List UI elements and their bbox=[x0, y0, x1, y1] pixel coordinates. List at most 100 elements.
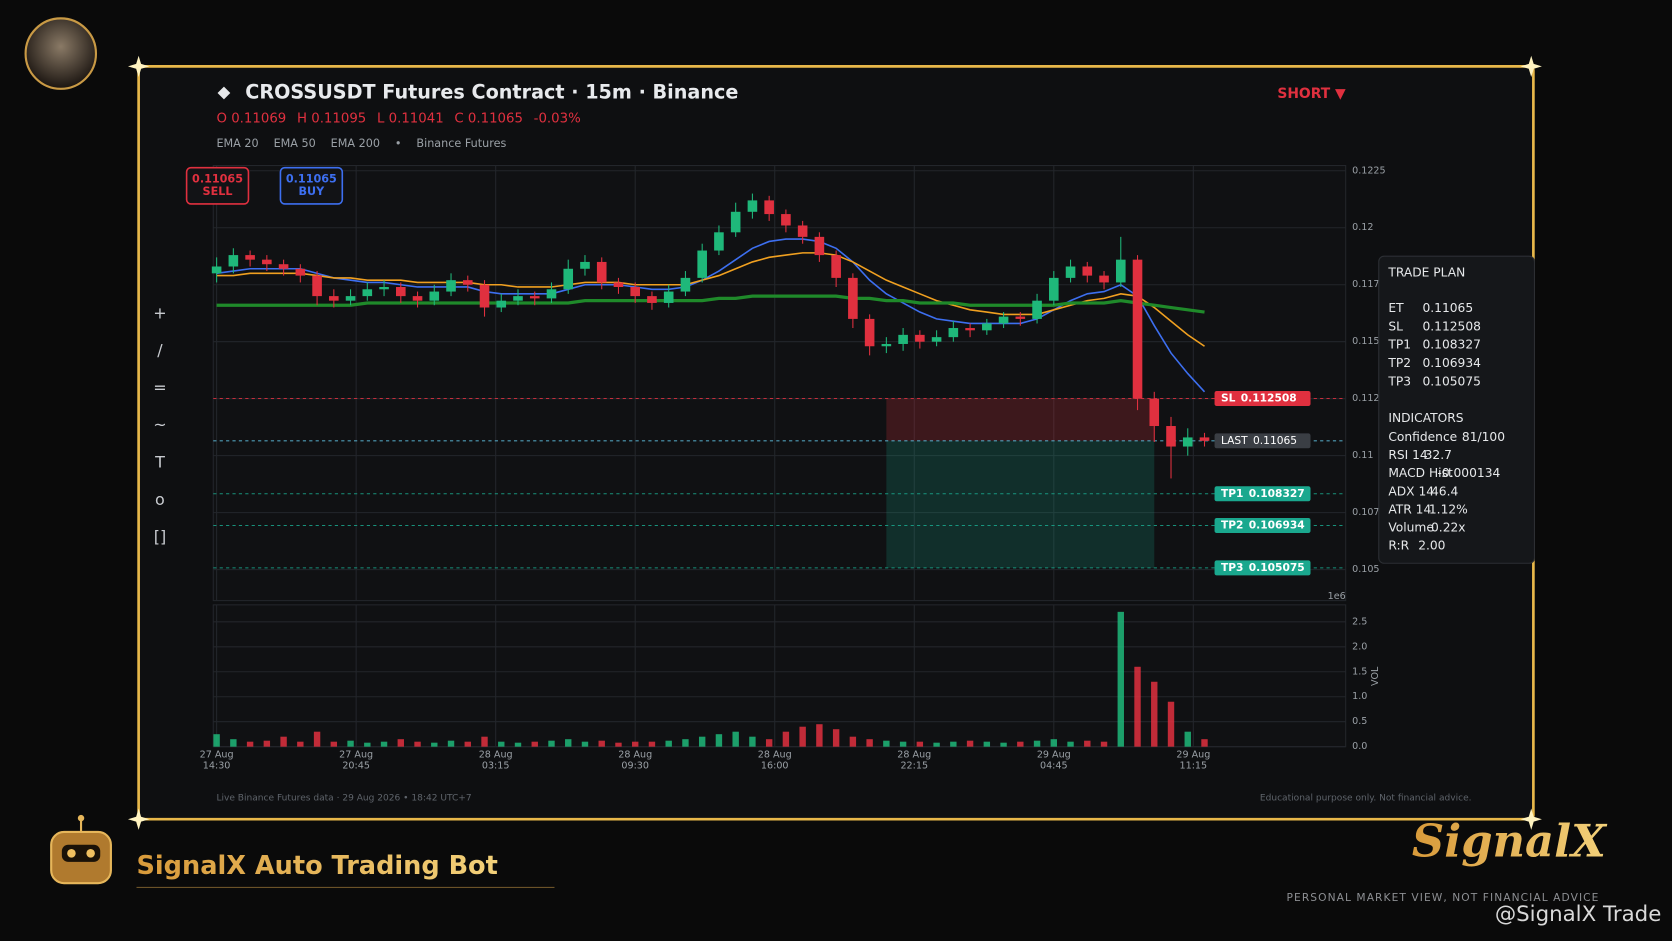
candle-body bbox=[630, 287, 641, 297]
candle-body bbox=[379, 287, 389, 290]
volume-bar bbox=[883, 740, 890, 747]
ohlc-value: 0.11041 bbox=[389, 112, 444, 127]
candle-body bbox=[446, 280, 456, 292]
x-tick-label: 09:30 bbox=[621, 760, 649, 771]
volume-bar bbox=[732, 731, 739, 747]
tool-button[interactable]: + bbox=[153, 303, 166, 322]
volume-bar bbox=[548, 740, 555, 747]
volume-bar bbox=[598, 740, 605, 747]
volume-bar bbox=[1167, 701, 1175, 747]
x-tick-label: 04:45 bbox=[1040, 760, 1068, 771]
volume-bar bbox=[899, 741, 907, 747]
trade-plan-panel bbox=[1378, 255, 1535, 564]
level-value: 0.106934 bbox=[1249, 519, 1305, 532]
candle-body bbox=[329, 296, 339, 301]
candle-body bbox=[680, 277, 691, 292]
tool-button[interactable]: T bbox=[154, 453, 165, 472]
level-name: LAST bbox=[1221, 434, 1248, 447]
candle-body bbox=[1082, 266, 1093, 276]
plan-key: SL bbox=[1388, 319, 1403, 333]
tool-button[interactable]: ~ bbox=[153, 415, 166, 434]
ohlc-key: H bbox=[297, 112, 307, 127]
x-tick-label: 28 Aug bbox=[758, 750, 792, 761]
indicator-value: 0.22x bbox=[1431, 521, 1466, 535]
volume-bar bbox=[1000, 742, 1007, 747]
x-tick-label: 22:15 bbox=[900, 760, 928, 771]
volume-bar bbox=[1134, 666, 1141, 747]
quote-button-bg[interactable] bbox=[279, 166, 344, 205]
volume-bar bbox=[1033, 740, 1041, 747]
candle-body bbox=[747, 200, 758, 212]
volume-bar bbox=[297, 741, 304, 747]
volume-bar bbox=[1117, 611, 1124, 747]
indicator-value: 1.12% bbox=[1429, 502, 1468, 516]
quote-label[interactable]: SELL bbox=[203, 185, 233, 198]
candle-body bbox=[429, 291, 440, 301]
indicator-key: Confidence bbox=[1388, 430, 1457, 444]
y-tick-label: 0.1225 bbox=[1352, 165, 1386, 176]
indicator-value: 32.7 bbox=[1425, 448, 1452, 462]
indicator-value: -0.000134 bbox=[1437, 466, 1500, 480]
volume-bar bbox=[313, 731, 321, 747]
bot-icon bbox=[50, 814, 112, 885]
plan-value: 0.11065 bbox=[1422, 301, 1473, 315]
tool-button[interactable]: [] bbox=[154, 527, 166, 546]
volume-bar bbox=[648, 741, 656, 747]
volume-bar bbox=[498, 741, 505, 747]
candle-body bbox=[1199, 437, 1210, 441]
candle-body bbox=[714, 232, 724, 251]
volume-panel bbox=[212, 604, 1347, 748]
volume-bar bbox=[1201, 739, 1208, 747]
volume-bar bbox=[1100, 741, 1108, 747]
volume-bar bbox=[330, 741, 338, 747]
plan-value: 0.112508 bbox=[1422, 319, 1480, 333]
candle-body bbox=[831, 255, 841, 278]
candle-body bbox=[1099, 275, 1109, 283]
quote-button-bg[interactable] bbox=[185, 166, 250, 205]
plan-key: ET bbox=[1388, 301, 1404, 315]
candle-body bbox=[496, 300, 507, 308]
level-tag-text: TP2 0.106934 bbox=[1221, 519, 1305, 532]
quote-price[interactable]: 0.11065 bbox=[286, 172, 337, 185]
candle-body bbox=[613, 282, 624, 288]
candle-body bbox=[262, 259, 272, 265]
footer-left: Live Binance Futures data · 29 Aug 2026 … bbox=[216, 793, 471, 803]
candle-body bbox=[764, 200, 774, 215]
risk-zone bbox=[886, 398, 1155, 441]
y-tick-label: 2.0 bbox=[1352, 641, 1367, 652]
volume-bar bbox=[966, 740, 974, 747]
volume-bar bbox=[531, 741, 538, 747]
avatar[interactable] bbox=[24, 17, 98, 90]
candle-body bbox=[563, 268, 574, 290]
volume-bar bbox=[632, 741, 639, 747]
legend-dot: • bbox=[395, 137, 402, 150]
candle-body bbox=[864, 318, 875, 347]
volume-bar bbox=[782, 731, 790, 747]
candle-body bbox=[228, 255, 239, 267]
y-axis-label: VOL bbox=[1370, 666, 1381, 686]
tool-button[interactable]: = bbox=[153, 378, 166, 397]
tool-button[interactable]: / bbox=[157, 341, 163, 360]
volume-bar bbox=[280, 736, 287, 747]
level-tag-text: TP1 0.108327 bbox=[1221, 487, 1305, 500]
side-dropdown[interactable]: SHORT ▼ bbox=[1277, 86, 1346, 102]
level-tag: TP2 0.106934 bbox=[1214, 518, 1311, 533]
candle-body bbox=[982, 323, 992, 331]
level-tag-bg bbox=[1214, 433, 1311, 449]
level-tag-text: TP3 0.105075 bbox=[1221, 561, 1305, 574]
quote-label[interactable]: BUY bbox=[299, 185, 326, 198]
level-name: TP2 bbox=[1221, 519, 1244, 532]
volume-bar bbox=[698, 736, 706, 747]
chart-title: CROSSUSDT Futures Contract · 15m · Binan… bbox=[245, 81, 738, 104]
tool-button[interactable]: o bbox=[155, 490, 165, 509]
volume-bar bbox=[916, 741, 924, 747]
volume-bar bbox=[1067, 741, 1074, 747]
quote-price[interactable]: 0.11065 bbox=[192, 172, 243, 185]
footer-right: Educational purpose only. Not financial … bbox=[1260, 793, 1472, 803]
plan-value: 0.105075 bbox=[1422, 374, 1480, 388]
x-tick-label: 16:00 bbox=[761, 760, 789, 771]
axis-offset-label: 1e6 bbox=[1328, 591, 1346, 602]
